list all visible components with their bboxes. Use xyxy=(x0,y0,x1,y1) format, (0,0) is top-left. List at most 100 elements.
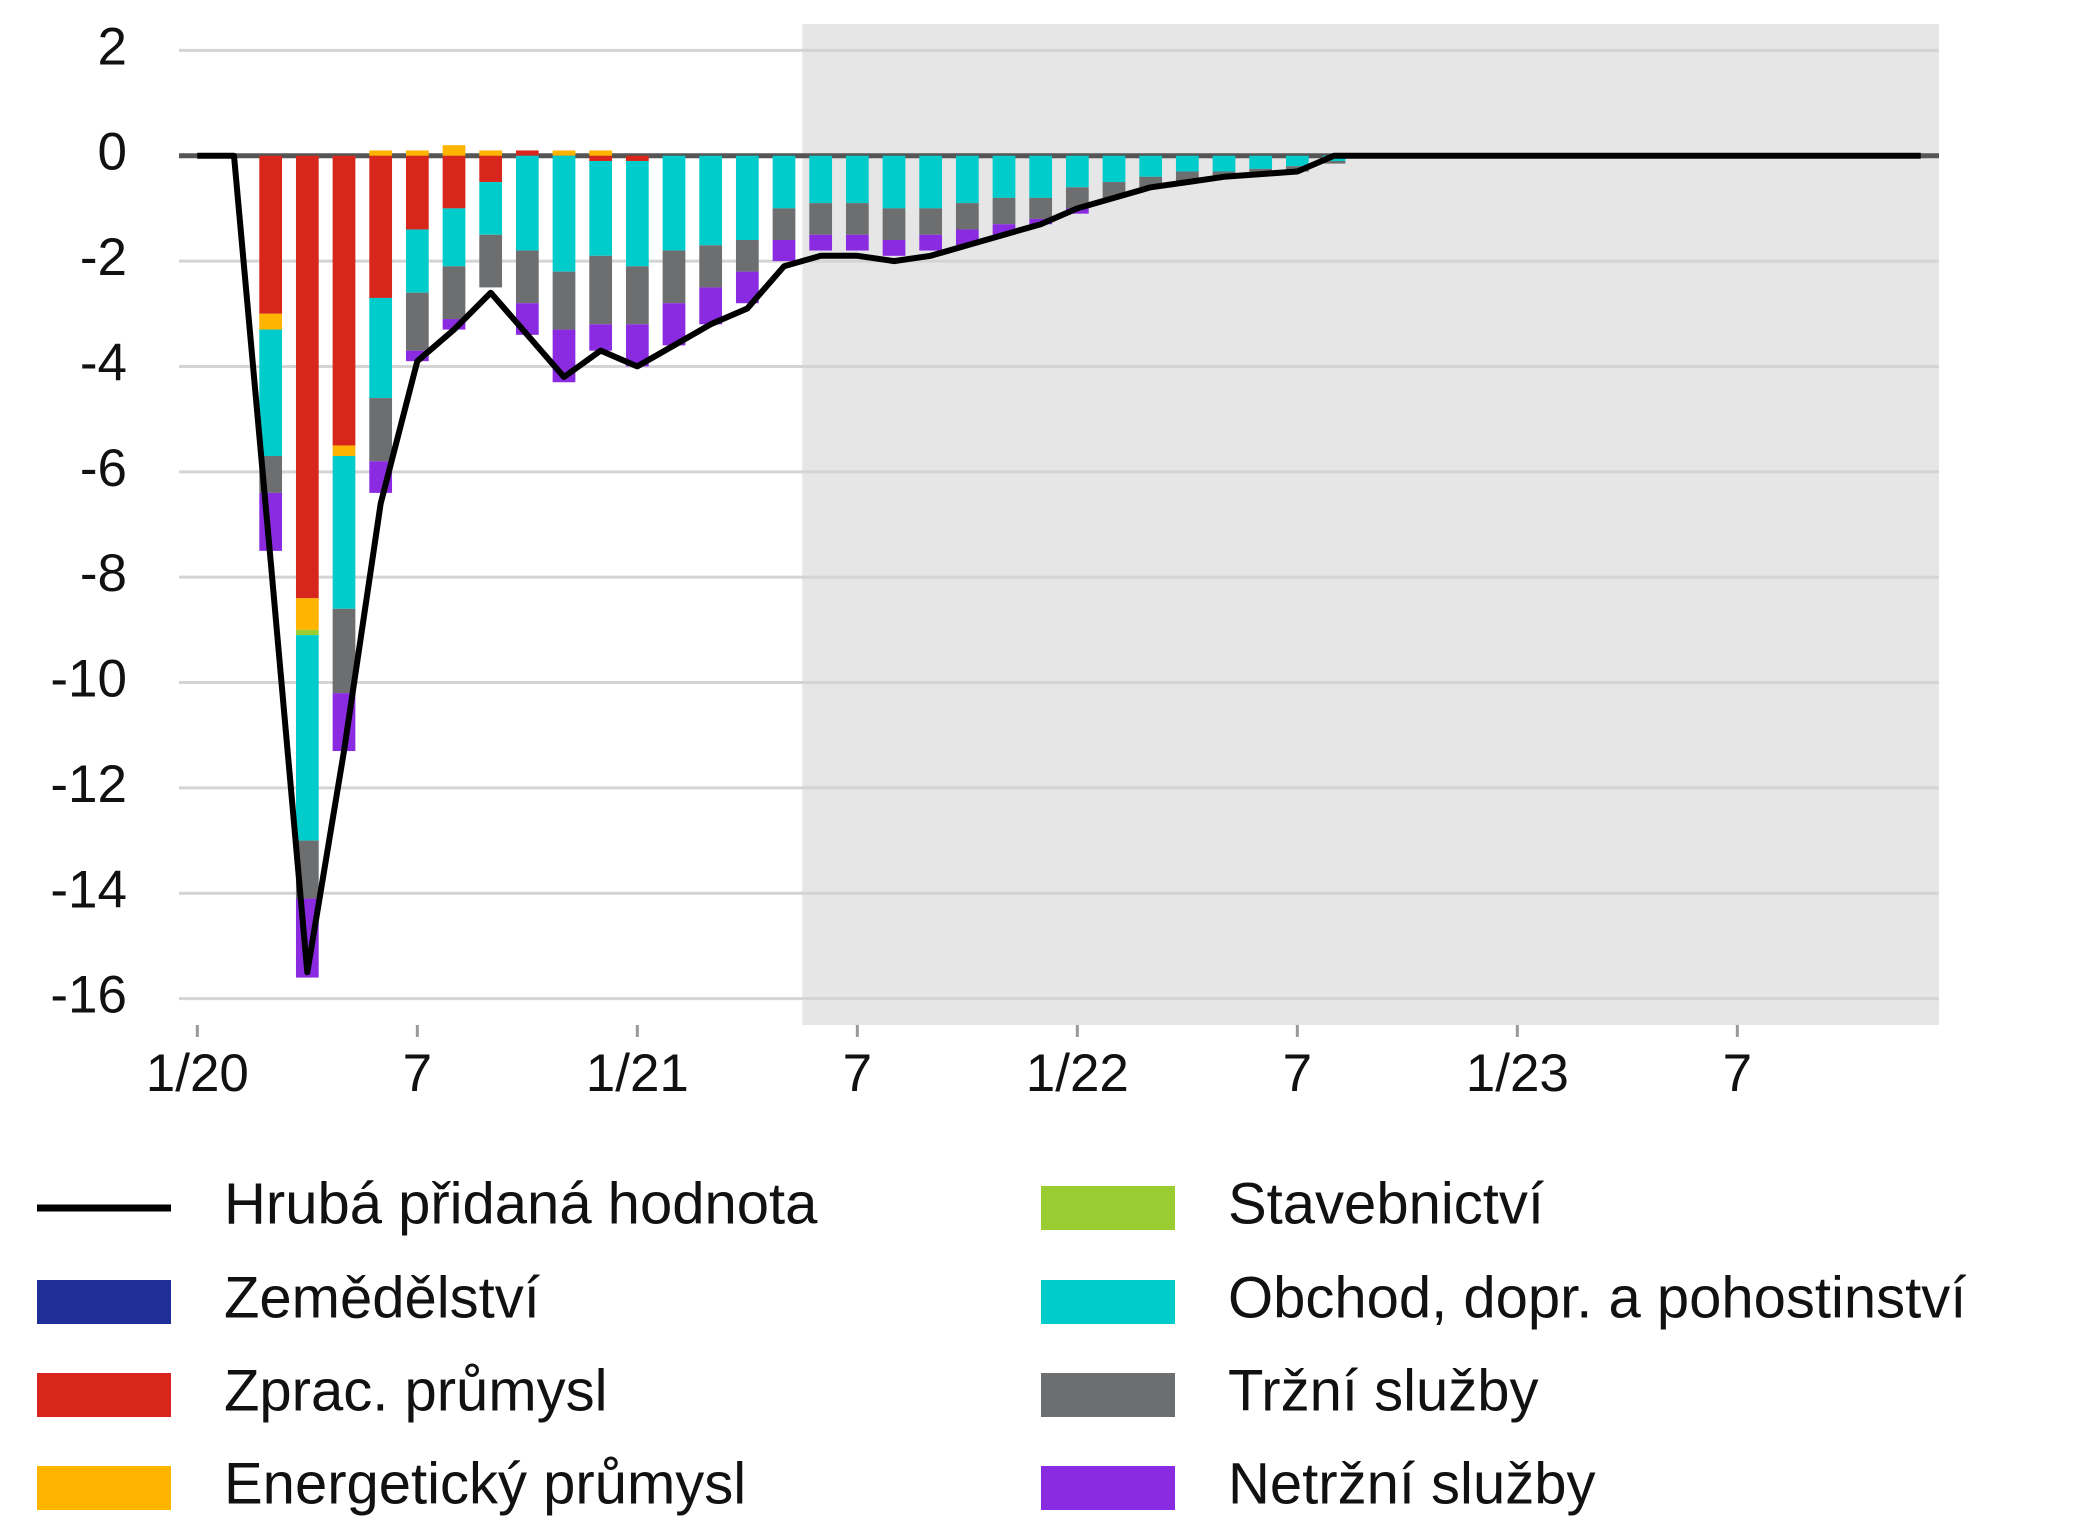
bar-segment xyxy=(332,456,356,609)
y-tick-label: 2 xyxy=(98,17,127,76)
bar-segment xyxy=(809,155,833,204)
bar-segment xyxy=(589,160,613,256)
x-tick-label: 1/23 xyxy=(1466,1044,1569,1103)
bar-segment xyxy=(589,255,613,325)
legend-label: Stavebnictví xyxy=(1228,1171,1544,1236)
bar-segment xyxy=(735,271,759,304)
bar-segment xyxy=(479,234,503,288)
y-tick-label: -2 xyxy=(80,228,127,287)
bar-segment xyxy=(259,313,283,330)
bar-segment xyxy=(625,266,649,325)
legend-swatch xyxy=(1041,1466,1175,1510)
bar-segment xyxy=(479,182,503,235)
bar-segment xyxy=(405,229,429,293)
bar-segment xyxy=(442,208,466,267)
bar-segment xyxy=(1285,155,1309,167)
bar-segment xyxy=(919,234,943,251)
legend-label: Obchod, dopr. a pohostinství xyxy=(1228,1265,1966,1330)
legend-label: Energetický průmysl xyxy=(224,1451,746,1516)
bar-segment xyxy=(259,329,283,457)
bar-segment xyxy=(662,250,686,304)
bar-segment xyxy=(552,150,576,156)
bar-segment xyxy=(1212,155,1236,172)
bar-segment xyxy=(552,155,576,272)
bar-segment xyxy=(772,208,796,241)
y-tick-label: -14 xyxy=(50,860,127,919)
bar-segment xyxy=(479,150,503,156)
legend-swatch xyxy=(1041,1186,1175,1230)
bar-segment xyxy=(515,155,539,251)
legend-swatch xyxy=(1041,1373,1175,1417)
y-tick-label: -6 xyxy=(80,439,127,498)
bar-segment xyxy=(699,245,723,288)
y-tick-label: -8 xyxy=(80,544,127,603)
bar-segment xyxy=(295,629,319,636)
bar-segment xyxy=(809,234,833,251)
legend-swatch xyxy=(37,1373,171,1417)
y-tick-label: -16 xyxy=(50,966,127,1025)
x-tick-label: 1/20 xyxy=(146,1044,249,1103)
bar-segment xyxy=(1065,155,1089,188)
bar-segment xyxy=(332,155,356,446)
legend-label: Zprac. průmysl xyxy=(224,1358,608,1423)
bar-segment xyxy=(662,155,686,251)
y-tick-label: 0 xyxy=(98,123,127,182)
y-tick-label: -4 xyxy=(80,333,127,392)
bar-segment xyxy=(405,350,429,362)
bar-segment xyxy=(442,145,466,156)
bar-segment xyxy=(772,240,796,262)
bar-segment xyxy=(369,155,393,298)
bar-segment xyxy=(1139,176,1163,188)
bar-segment xyxy=(442,266,466,320)
bar-segment xyxy=(882,155,906,209)
bar-segment xyxy=(295,598,319,630)
x-tick-label: 1/22 xyxy=(1026,1044,1129,1103)
bar-segment xyxy=(1139,155,1163,177)
bar-segment xyxy=(589,324,613,351)
bar-segment xyxy=(1029,155,1053,198)
bar-segment xyxy=(369,150,393,156)
bar-segment xyxy=(845,203,869,235)
bar-segment xyxy=(955,203,979,230)
bar-segment xyxy=(442,155,466,209)
bar-segment xyxy=(699,155,723,246)
y-tick-label: -12 xyxy=(50,755,127,814)
bar-segment xyxy=(369,398,393,462)
bar-segment xyxy=(295,635,319,841)
x-tick-label: 7 xyxy=(403,1044,432,1103)
bar-segment xyxy=(1175,171,1199,183)
bar-segment xyxy=(405,150,429,156)
x-tick-label: 1/21 xyxy=(586,1044,689,1103)
bar-segment xyxy=(515,150,539,156)
line-series xyxy=(197,152,1921,976)
bar-segment xyxy=(589,150,613,156)
bar-segment xyxy=(405,155,429,230)
bar-segment xyxy=(735,240,759,272)
bar-segment xyxy=(589,155,613,161)
bar-segment xyxy=(369,297,393,399)
bar-segment xyxy=(1249,155,1273,169)
bar-segment xyxy=(405,292,429,351)
bar-segment xyxy=(919,208,943,235)
bar-segment xyxy=(332,608,356,694)
bar-segment xyxy=(845,234,869,251)
legend-label: Netržní služby xyxy=(1228,1451,1595,1516)
bar-segment xyxy=(1029,197,1053,219)
bar-segment xyxy=(625,324,649,367)
bar-segment xyxy=(552,271,576,330)
legend-swatch xyxy=(37,1280,171,1324)
bar-segment xyxy=(955,155,979,204)
bar-segment xyxy=(442,319,466,330)
bar-segment xyxy=(332,445,356,457)
bar-segment xyxy=(992,197,1016,225)
bar-segment xyxy=(699,287,723,325)
bar-segment xyxy=(735,155,759,241)
bar-segment xyxy=(479,155,503,183)
bar-segment xyxy=(882,208,906,241)
bar-segment xyxy=(919,155,943,209)
bar-segment xyxy=(1175,155,1199,172)
bar-segment xyxy=(662,303,686,346)
y-tick-label: -10 xyxy=(50,650,127,709)
bar-segment xyxy=(515,250,539,304)
